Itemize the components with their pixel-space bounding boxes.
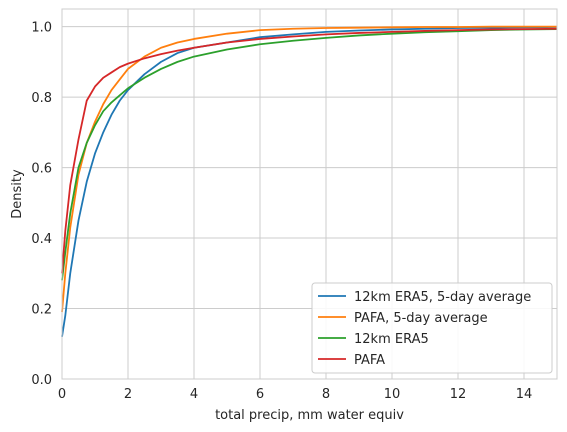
legend-label: PAFA, 5-day average: [354, 311, 488, 326]
y-tick-labels: 0.0 0.2 0.4 0.6 0.8 1.0: [31, 21, 52, 388]
x-tick-label: 0: [58, 387, 66, 402]
x-tick-label: 12: [450, 387, 467, 402]
y-tick-label: 0.2: [31, 303, 52, 318]
series-line-1: [61, 26, 558, 337]
plot-frame: [61, 8, 558, 380]
series-lines: [61, 25, 558, 337]
x-tick-label: 4: [190, 387, 198, 402]
legend-label: 12km ERA5: [354, 332, 429, 347]
x-tick-label: 6: [256, 387, 264, 402]
x-tick-label: 14: [516, 387, 533, 402]
legend-label: 12km ERA5, 5-day average: [354, 290, 531, 305]
legend: 12km ERA5, 5-day average PAFA, 5-day aver…: [311, 282, 553, 374]
y-tick-label: 0.4: [31, 232, 52, 247]
series-line-4: [61, 27, 558, 274]
x-tick-label: 8: [322, 387, 330, 402]
x-axis-label: total precip, mm water equiv: [215, 408, 404, 423]
y-tick-label: 1.0: [31, 21, 52, 36]
y-tick-label: 0.6: [31, 162, 52, 177]
y-tick-label: 0.8: [31, 91, 52, 106]
legend-label: PAFA: [354, 353, 385, 368]
series-line-2: [61, 25, 557, 313]
x-tick-label: 2: [124, 387, 132, 402]
y-axis-label: Density: [10, 169, 25, 219]
legend-box: [311, 282, 553, 374]
x-tick-label: 10: [384, 387, 401, 402]
x-tick-labels: 0 2 4 6 8 10 12 14: [58, 387, 532, 402]
y-tick-label: 0.0: [31, 373, 52, 388]
series-line-3: [61, 28, 558, 281]
